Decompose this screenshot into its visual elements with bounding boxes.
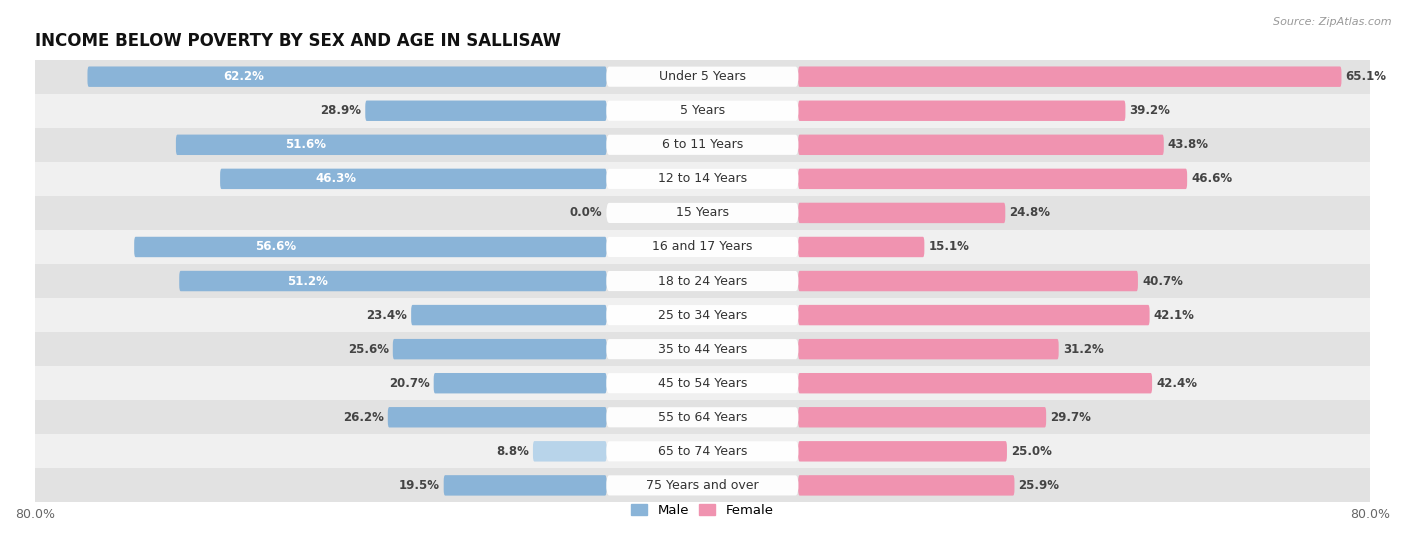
FancyBboxPatch shape: [606, 441, 799, 461]
FancyBboxPatch shape: [606, 475, 799, 495]
Text: Source: ZipAtlas.com: Source: ZipAtlas.com: [1274, 17, 1392, 27]
FancyBboxPatch shape: [176, 135, 606, 155]
Text: 75 Years and over: 75 Years and over: [647, 479, 759, 492]
Text: 6 to 11 Years: 6 to 11 Years: [662, 138, 742, 151]
FancyBboxPatch shape: [606, 169, 799, 189]
FancyBboxPatch shape: [799, 305, 1150, 325]
FancyBboxPatch shape: [606, 203, 799, 223]
FancyBboxPatch shape: [799, 203, 1005, 223]
Text: 20.7%: 20.7%: [389, 377, 430, 390]
Text: 46.3%: 46.3%: [315, 172, 357, 186]
FancyBboxPatch shape: [444, 475, 606, 496]
Text: 15.1%: 15.1%: [928, 240, 969, 253]
FancyBboxPatch shape: [606, 339, 799, 359]
Text: 5 Years: 5 Years: [681, 104, 725, 117]
Bar: [35, 60, 1369, 94]
Text: 25.0%: 25.0%: [1011, 445, 1052, 458]
Bar: [35, 128, 1369, 162]
Text: INCOME BELOW POVERTY BY SEX AND AGE IN SALLISAW: INCOME BELOW POVERTY BY SEX AND AGE IN S…: [35, 32, 561, 50]
FancyBboxPatch shape: [433, 373, 606, 394]
Bar: [35, 468, 1369, 503]
Text: 65.1%: 65.1%: [1346, 70, 1386, 83]
Text: 28.9%: 28.9%: [321, 104, 361, 117]
Text: 43.8%: 43.8%: [1168, 138, 1209, 151]
FancyBboxPatch shape: [221, 169, 606, 189]
Text: 46.6%: 46.6%: [1191, 172, 1232, 186]
FancyBboxPatch shape: [799, 67, 1341, 87]
Text: 51.2%: 51.2%: [287, 274, 328, 287]
Bar: [35, 264, 1369, 298]
Text: Under 5 Years: Under 5 Years: [659, 70, 745, 83]
FancyBboxPatch shape: [606, 135, 799, 155]
Text: 18 to 24 Years: 18 to 24 Years: [658, 274, 747, 287]
FancyBboxPatch shape: [606, 67, 799, 87]
Text: 8.8%: 8.8%: [496, 445, 529, 458]
Text: 26.2%: 26.2%: [343, 411, 384, 424]
Bar: [35, 230, 1369, 264]
Text: 42.4%: 42.4%: [1156, 377, 1197, 390]
FancyBboxPatch shape: [799, 441, 1007, 462]
Bar: [35, 332, 1369, 366]
Bar: [35, 366, 1369, 400]
FancyBboxPatch shape: [799, 373, 1152, 394]
FancyBboxPatch shape: [606, 373, 799, 394]
Bar: [35, 400, 1369, 434]
Text: 25.6%: 25.6%: [347, 343, 388, 356]
Text: 12 to 14 Years: 12 to 14 Years: [658, 172, 747, 186]
Text: 25.9%: 25.9%: [1018, 479, 1060, 492]
FancyBboxPatch shape: [799, 407, 1046, 428]
FancyBboxPatch shape: [606, 305, 799, 325]
FancyBboxPatch shape: [366, 101, 606, 121]
Text: 55 to 64 Years: 55 to 64 Years: [658, 411, 747, 424]
FancyBboxPatch shape: [606, 101, 799, 121]
Text: 15 Years: 15 Years: [676, 206, 728, 220]
FancyBboxPatch shape: [411, 305, 606, 325]
Text: 42.1%: 42.1%: [1154, 309, 1195, 321]
Text: 39.2%: 39.2%: [1129, 104, 1170, 117]
FancyBboxPatch shape: [606, 407, 799, 427]
Text: 0.0%: 0.0%: [569, 206, 602, 220]
Text: 51.6%: 51.6%: [284, 138, 326, 151]
Legend: Male, Female: Male, Female: [626, 499, 779, 522]
Bar: [35, 298, 1369, 332]
Text: 62.2%: 62.2%: [222, 70, 264, 83]
FancyBboxPatch shape: [388, 407, 606, 428]
Text: 56.6%: 56.6%: [256, 240, 297, 253]
FancyBboxPatch shape: [392, 339, 606, 359]
Bar: [35, 162, 1369, 196]
FancyBboxPatch shape: [606, 271, 799, 291]
Bar: [35, 94, 1369, 128]
Bar: [35, 434, 1369, 468]
FancyBboxPatch shape: [799, 101, 1125, 121]
Text: 19.5%: 19.5%: [398, 479, 440, 492]
FancyBboxPatch shape: [799, 271, 1137, 291]
Text: 31.2%: 31.2%: [1063, 343, 1104, 356]
Text: 25 to 34 Years: 25 to 34 Years: [658, 309, 747, 321]
FancyBboxPatch shape: [799, 135, 1164, 155]
FancyBboxPatch shape: [87, 67, 606, 87]
FancyBboxPatch shape: [606, 237, 799, 257]
Text: 40.7%: 40.7%: [1142, 274, 1182, 287]
Text: 45 to 54 Years: 45 to 54 Years: [658, 377, 747, 390]
Text: 65 to 74 Years: 65 to 74 Years: [658, 445, 747, 458]
FancyBboxPatch shape: [799, 169, 1187, 189]
Text: 23.4%: 23.4%: [366, 309, 408, 321]
FancyBboxPatch shape: [799, 237, 924, 257]
FancyBboxPatch shape: [533, 441, 606, 462]
FancyBboxPatch shape: [179, 271, 606, 291]
Text: 24.8%: 24.8%: [1010, 206, 1050, 220]
Text: 29.7%: 29.7%: [1050, 411, 1091, 424]
Bar: [35, 196, 1369, 230]
Text: 35 to 44 Years: 35 to 44 Years: [658, 343, 747, 356]
FancyBboxPatch shape: [799, 475, 1015, 496]
Text: 16 and 17 Years: 16 and 17 Years: [652, 240, 752, 253]
FancyBboxPatch shape: [799, 339, 1059, 359]
FancyBboxPatch shape: [134, 237, 606, 257]
